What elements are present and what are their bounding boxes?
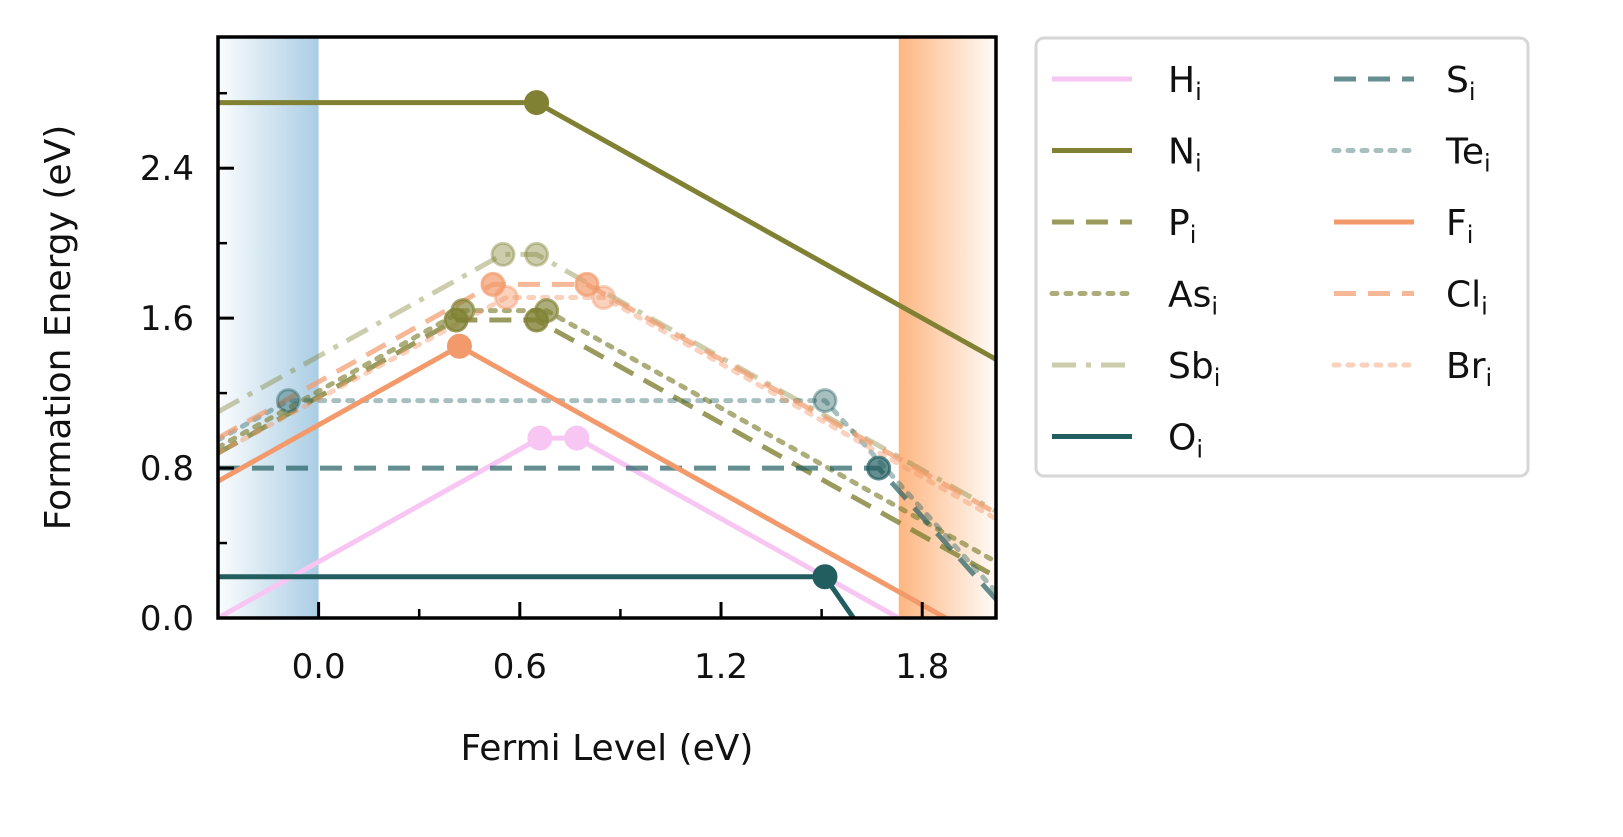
kink-marker-sb-i-2 [524, 241, 550, 267]
y-tick-label: 1.6 [140, 299, 194, 339]
y-axis-label: Formation Energy (eV) [38, 125, 79, 531]
conduction-band-region [898, 37, 996, 618]
kink-marker-te-i-1 [275, 388, 301, 414]
x-tick-label: 1.2 [694, 647, 748, 687]
legend-label-te-i: Tei [1445, 132, 1491, 178]
kink-marker-f-i-1 [446, 333, 472, 359]
x-tick-label: 0.0 [292, 647, 346, 687]
legend-label-o-i: Oi [1168, 418, 1203, 464]
legend-label-h-i: Hi [1168, 60, 1202, 106]
legend-label-sb-i: Sbi [1168, 346, 1220, 392]
kink-marker-as-i-2 [534, 298, 560, 324]
x-tick-label: 1.8 [895, 647, 949, 687]
kink-marker-o-i-1 [812, 564, 838, 590]
legend-label-br-i: Bri [1446, 346, 1492, 392]
kink-marker-te-i-2 [812, 388, 838, 414]
legend-label-as-i: Asi [1168, 275, 1218, 321]
series-line-br-i [218, 295, 996, 522]
axis-ticks: 0.0 0.6 1.2 1.8 0.0 0.8 1.6 2.4 [140, 91, 949, 687]
kink-marker-cl-i-1 [480, 271, 506, 297]
series-line-o-i [218, 574, 857, 618]
series-line-p-i [218, 317, 996, 579]
y-tick-label: 2.4 [140, 149, 194, 189]
legend-box [1034, 36, 1530, 478]
y-tick-label: 0.0 [140, 599, 194, 639]
kink-marker-cl-i-2 [574, 271, 600, 297]
legend-label-n-i: Ni [1168, 132, 1202, 178]
band-regions [218, 37, 996, 618]
kink-markers [275, 90, 892, 590]
x-tick-label: 0.6 [493, 647, 547, 687]
kink-marker-sb-i-1 [490, 241, 516, 267]
kink-marker-s-i-1 [866, 455, 892, 481]
series-line-h-i [218, 435, 904, 618]
series-line-as-i [218, 308, 996, 565]
series-line-n-i [218, 100, 996, 362]
series-line-cl-i [218, 281, 996, 516]
kink-marker-as-i-1 [450, 298, 476, 324]
legend-label-cl-i: Cli [1446, 275, 1488, 321]
kink-marker-n-i-1 [524, 90, 550, 116]
legend-label-p-i: Pi [1168, 203, 1196, 249]
valence-band-region [218, 37, 319, 618]
legend-label-s-i: Si [1446, 60, 1476, 106]
x-axis-label: Fermi Level (eV) [461, 728, 754, 769]
kink-marker-br-i-1 [493, 285, 519, 311]
legend: Hi Ni Pi Asi Sbi Oi Si Tei Fi Cli Bri [1034, 36, 1530, 478]
plot-frame [216, 35, 998, 620]
y-tick-label: 0.8 [140, 449, 194, 489]
kink-marker-h-i-1 [527, 425, 553, 451]
kink-marker-br-i-2 [591, 285, 617, 311]
kink-marker-h-i-2 [564, 425, 590, 451]
legend-label-f-i: Fi [1446, 203, 1473, 249]
